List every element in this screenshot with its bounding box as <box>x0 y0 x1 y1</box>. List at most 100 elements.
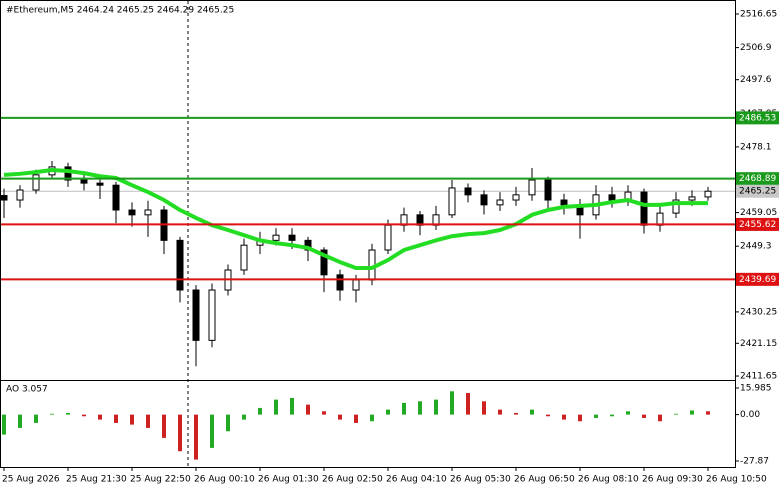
ao-bar <box>306 404 310 415</box>
ao-bar <box>98 414 102 420</box>
y-tick-label: 2478.1 <box>740 142 772 152</box>
candle-body <box>352 279 360 291</box>
candle-body <box>640 191 648 226</box>
candle-body <box>464 187 472 196</box>
candle-body <box>672 199 680 214</box>
candle-body <box>208 289 216 341</box>
ao-bar <box>130 414 134 425</box>
x-tick-label: 26 Aug 01:30 <box>258 475 319 485</box>
candle-body <box>32 174 40 191</box>
ao-bar <box>418 401 422 415</box>
candle-body <box>64 166 72 181</box>
ao-bar <box>594 414 598 418</box>
indicator-y-tick-label: -27.87 <box>740 457 769 467</box>
x-tick-label: 26 Aug 00:10 <box>194 475 255 485</box>
candle-body <box>384 224 392 251</box>
candle-body <box>240 244 248 271</box>
y-tick-label: 2449.3 <box>740 242 772 252</box>
candle-body <box>480 194 488 206</box>
candle-body <box>704 190 712 198</box>
ao-bar <box>50 413 54 415</box>
y-tick-label: 2516.65 <box>740 9 777 19</box>
candle-body <box>512 194 520 201</box>
ao-bar <box>402 402 406 415</box>
ao-bar <box>146 414 150 428</box>
ao-bar <box>338 414 342 420</box>
ao-bar <box>626 411 630 415</box>
ao-bar <box>610 414 614 417</box>
y-tick-label: 2430.25 <box>740 307 777 317</box>
ao-bar <box>354 414 358 423</box>
ao-bar <box>546 414 550 417</box>
ao-bar <box>658 414 662 422</box>
y-tick-label: 2411.65 <box>740 372 777 382</box>
level-label: 2468.89 <box>739 174 776 184</box>
y-tick-label: 2506.9 <box>740 43 772 53</box>
x-tick-label: 26 Aug 09:30 <box>642 475 703 485</box>
ao-bar <box>562 414 566 420</box>
x-tick-label: 25 Aug 2026 <box>2 475 60 485</box>
level-label: 2439.69 <box>739 275 776 285</box>
ao-bar <box>482 401 486 415</box>
candle-body <box>544 179 552 201</box>
x-tick-label: 25 Aug 21:30 <box>66 475 127 485</box>
candle-body <box>656 212 664 226</box>
ao-bar <box>434 399 438 415</box>
ao-bar <box>114 414 118 423</box>
ao-bar <box>450 391 454 415</box>
ao-bar <box>530 409 534 415</box>
ao-bar <box>674 413 678 415</box>
ao-bar <box>578 414 582 422</box>
ao-bar <box>258 407 262 415</box>
candle-body <box>496 199 504 206</box>
x-tick-label: 25 Aug 22:50 <box>130 475 191 485</box>
x-tick-label: 26 Aug 05:30 <box>450 475 511 485</box>
candle-body <box>288 234 296 241</box>
y-tick-label: 2459.05 <box>740 208 777 218</box>
ao-bar <box>82 414 86 417</box>
x-tick-label: 26 Aug 06:50 <box>514 475 575 485</box>
ao-bar <box>210 414 214 448</box>
ao-bar <box>18 414 22 428</box>
candle-body <box>112 184 120 211</box>
candle-body <box>528 179 536 196</box>
ao-bar <box>514 412 518 415</box>
level-label-box <box>736 217 779 231</box>
moving-average <box>3 168 708 270</box>
indicator-y-tick-label: 0.00 <box>740 410 760 420</box>
plot-frame <box>0 0 736 468</box>
candle-body <box>688 196 696 201</box>
candle-body <box>16 189 24 201</box>
current-price-box <box>736 184 779 198</box>
level-label: 2486.53 <box>739 113 776 123</box>
level-label-box <box>736 272 779 286</box>
x-tick-label: 26 Aug 10:50 <box>706 475 767 485</box>
candle-body <box>336 274 344 291</box>
x-tick-label: 26 Aug 02:50 <box>322 475 383 485</box>
ao-bar <box>386 409 390 415</box>
ao-bar <box>706 411 710 415</box>
ao-bar <box>34 414 38 423</box>
ao-bar <box>370 414 374 422</box>
ao-bar <box>242 414 246 420</box>
candle-body <box>0 195 8 201</box>
candle-body <box>448 187 456 216</box>
x-tick-label: 26 Aug 04:10 <box>386 475 447 485</box>
candle-body <box>128 209 136 216</box>
ao-bar <box>690 410 694 415</box>
y-tick-label: 2497.6 <box>740 75 772 85</box>
candle-body <box>96 182 104 186</box>
candle-body <box>176 239 184 291</box>
candle-body <box>80 179 88 184</box>
candle-body <box>608 194 616 201</box>
ao-bar <box>290 397 294 415</box>
level-label-box <box>736 172 779 186</box>
ao-bar <box>66 412 70 415</box>
candle-body <box>192 289 200 341</box>
ao-bar <box>322 411 326 415</box>
ao-bar <box>274 399 278 415</box>
y-tick-label: 2421.15 <box>740 339 777 349</box>
indicator-y-tick-label: 15.985 <box>740 384 772 394</box>
chart-title: #Ethereum,M5 2464.24 2465.25 2464.29 246… <box>6 6 234 16</box>
